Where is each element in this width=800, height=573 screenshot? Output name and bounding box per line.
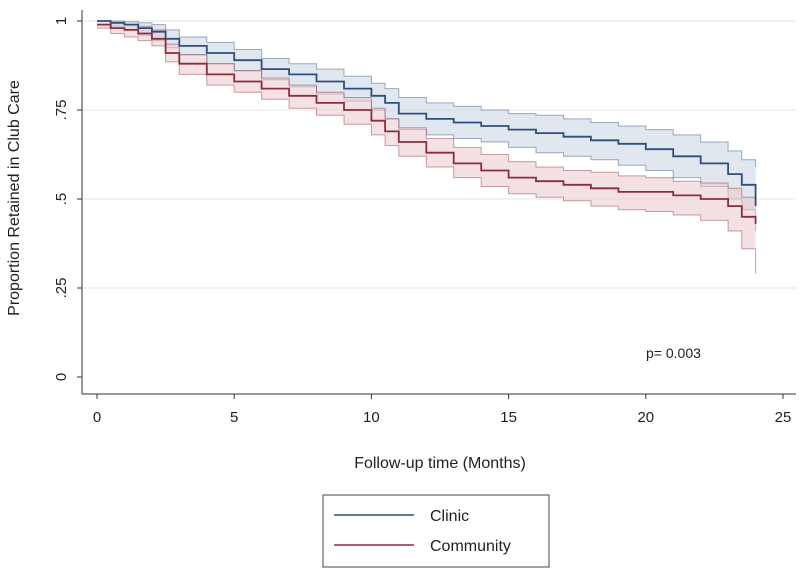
p-value-annotation: p= 0.003	[646, 345, 701, 361]
y-tick-label-4: 1	[53, 17, 70, 25]
y-tick-label-2: .5	[53, 193, 70, 206]
ci-lower-community	[97, 27, 757, 274]
series-line-clinic	[97, 20, 757, 207]
x-tick-label-0: 0	[93, 409, 101, 426]
y-axis-title: Proportion Retained in Club Care	[6, 80, 23, 316]
legend-box	[322, 494, 550, 568]
x-tick-label-1: 5	[230, 409, 238, 426]
y-tick-label-3: .75	[53, 100, 70, 121]
legend: Clinic Community	[322, 494, 550, 568]
x-tick-label-2: 10	[363, 409, 380, 426]
y-ticks: 0 .25 .5 .75 1	[53, 17, 82, 381]
series-line-community	[97, 23, 757, 224]
x-tick-label-4: 20	[637, 409, 654, 426]
legend-label-community: Community	[430, 538, 511, 555]
legend-label-clinic: Clinic	[430, 508, 469, 525]
y-tick-label-0: 0	[53, 373, 70, 381]
axes	[81, 10, 796, 395]
x-tick-label-5: 25	[775, 409, 792, 426]
survival-lines	[97, 20, 757, 224]
x-tick-label-3: 15	[500, 409, 517, 426]
ci-band-clinic	[97, 21, 756, 231]
y-tick-label-1: .25	[53, 278, 70, 299]
ci-upper-clinic	[97, 20, 757, 167]
x-ticks: 0 5 10 15 20 25	[93, 394, 792, 426]
x-axis-title: Follow-up time (Months)	[354, 455, 526, 472]
